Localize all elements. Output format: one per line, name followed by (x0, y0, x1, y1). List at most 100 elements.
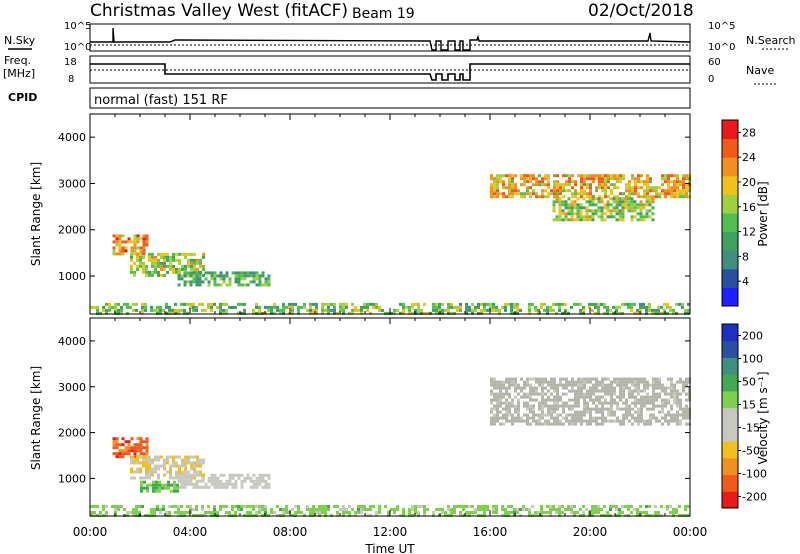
power-echo-cell (115, 243, 119, 247)
power-echo-cell (621, 200, 625, 204)
velocity-echo-cell (505, 392, 508, 396)
velocity-echo-cell (324, 511, 327, 514)
power-echo-cell (552, 200, 556, 204)
power-echo-cell (588, 305, 591, 309)
power-echo-cell (573, 200, 577, 204)
power-echo-cell (258, 305, 261, 309)
velocity-echo-cell (616, 419, 619, 423)
velocity-echo-cell (601, 419, 604, 423)
velocity-echo-cell (540, 508, 543, 511)
velocity-echo-cell (598, 383, 601, 387)
power-echo-cell (169, 255, 172, 259)
power-echo-cell (660, 311, 663, 315)
velocity-echo-cell (634, 398, 637, 402)
power-echo-cell (633, 200, 637, 204)
power-echo-cell (637, 180, 640, 184)
velocity-echo-cell (558, 511, 561, 514)
power-echo-cell (526, 174, 529, 178)
velocity-echo-cell (640, 398, 643, 402)
velocity-echo-cell (142, 458, 145, 462)
power-echo-cell (447, 302, 450, 306)
power-echo-cell (309, 305, 312, 309)
power-echo-cell (564, 218, 568, 222)
velocity-echo-cell (228, 511, 231, 514)
power-echo-cell (624, 302, 627, 306)
power-echo-cell (528, 311, 531, 315)
velocity-echo-cell (130, 446, 134, 450)
power-echo-cell (571, 186, 574, 190)
power-echo-cell (516, 305, 519, 309)
power-echo-cell (291, 302, 294, 306)
power-echo-cell (508, 180, 511, 184)
velocity-echo-cell (649, 398, 652, 402)
power-echo-cell (651, 218, 655, 222)
velocity-echo-cell (577, 383, 580, 387)
velocity-echo-cell (577, 395, 580, 399)
power-echo-cell (459, 302, 462, 306)
power-echo-cell (609, 209, 613, 213)
velocity-echo-cell (514, 416, 517, 420)
power-echo-cell (526, 189, 529, 193)
power-echo-cell (133, 237, 137, 241)
cpid-text: normal (fast) 151 RF (94, 93, 228, 108)
power-echo-cell (621, 203, 625, 207)
power-echo-cell (495, 305, 498, 309)
power-echo-cell (145, 240, 149, 244)
velocity-echo-cell (468, 505, 471, 508)
power-echo-cell (480, 308, 483, 312)
power-echo-cell (151, 261, 154, 265)
power-echo-cell (670, 186, 673, 190)
power-echo-cell (580, 180, 583, 184)
velocity-echo-cell (610, 410, 613, 414)
power-echo-cell (526, 177, 529, 181)
velocity-echo-cell (459, 505, 462, 508)
velocity-echo-cell (426, 508, 429, 511)
velocity-echo-cell (619, 419, 622, 423)
power-echo-cell (673, 183, 676, 187)
velocity-echo-cell (553, 386, 556, 390)
power-echo-cell (607, 174, 610, 178)
power-echo-cell (118, 249, 122, 253)
velocity-echo-cell (213, 479, 217, 483)
velocity-echo-cell (135, 511, 138, 514)
power-echo-cell (600, 212, 604, 216)
power-echo-cell (636, 308, 639, 312)
velocity-echo-cell (492, 511, 495, 514)
velocity-echo-cell (169, 455, 172, 459)
velocity-echo-cell (465, 505, 468, 508)
power-echo-cell (165, 305, 168, 309)
velocity-echo-cell (517, 419, 520, 423)
velocity-echo-cell (643, 377, 646, 381)
power-echo-cell (169, 261, 172, 265)
power-echo-cell (142, 237, 146, 241)
power-echo-cell (682, 177, 685, 181)
velocity-echo-cell (610, 386, 613, 390)
velocity-echo-cell (202, 458, 205, 462)
velocity-echo-cell (396, 505, 399, 508)
velocity-echo-cell (622, 395, 625, 399)
velocity-echo-cell (502, 422, 505, 426)
power-echo-cell (612, 215, 616, 219)
power-echo-cell (642, 206, 646, 210)
velocity-echo-cell (649, 401, 652, 405)
velocity-echo-cell (136, 470, 139, 474)
power-ytick-label: 4000 (58, 131, 86, 144)
power-echo-cell (588, 203, 592, 207)
power-echo-cell (267, 283, 271, 287)
power-echo-cell (652, 195, 655, 199)
velocity-echo-cell (490, 407, 493, 411)
velocity-echo-cell (643, 383, 646, 387)
power-echo-cell (523, 174, 526, 178)
power-echo-cell (141, 302, 144, 306)
power-echo-cell (579, 311, 582, 315)
velocity-echo-cell (312, 511, 315, 514)
power-echo-cell (603, 203, 607, 207)
velocity-echo-cell (493, 383, 496, 387)
power-echo-cell (252, 274, 256, 278)
power-echo-cell (535, 180, 538, 184)
velocity-echo-cell (139, 440, 143, 444)
velocity-echo-cell (507, 505, 510, 508)
velocity-echo-cell (138, 511, 141, 514)
power-echo-cell (234, 271, 238, 275)
power-echo-cell (619, 177, 622, 181)
